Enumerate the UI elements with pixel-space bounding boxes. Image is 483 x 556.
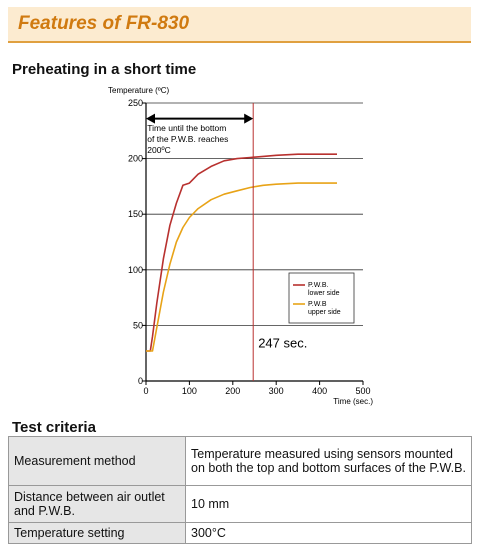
criteria-label: Measurement method <box>8 436 186 486</box>
annotation-text: Time until the bottom <box>147 123 226 133</box>
y-tick-label: 250 <box>128 98 143 108</box>
annotation-text: 200ºC <box>147 145 170 155</box>
x-tick-label: 500 <box>355 386 370 396</box>
series-line <box>146 182 337 352</box>
series-line <box>146 153 337 352</box>
temperature-chart: 0 50 100 150 200 250 0 100 200 300 400 500 Temperatu… <box>108 86 373 406</box>
criteria-section-title: Test criteria <box>12 419 96 436</box>
arrow-head-left <box>146 113 155 124</box>
marker-label: 247 sec. <box>258 336 307 351</box>
table-row: Temperature setting 300°C <box>8 522 472 544</box>
criteria-value: 300°C <box>185 522 472 544</box>
annotation-text: of the P.W.B. reaches <box>147 134 228 144</box>
table-row: Distance between air outlet and P.W.B. 1… <box>8 485 472 523</box>
legend-label: P.W.B <box>308 301 327 308</box>
x-tick-label: 300 <box>269 386 284 396</box>
legend-box <box>288 272 355 324</box>
page-title: Features of FR-830 <box>18 13 190 34</box>
x-axis-label: Time (sec.) <box>333 397 373 406</box>
y-axis-label: Temperature (ºC) <box>108 86 169 95</box>
legend-label: lower side <box>308 290 340 297</box>
criteria-label: Temperature setting <box>8 522 186 544</box>
x-tick-label: 0 <box>143 386 148 396</box>
criteria-table: Measurement method Temperature measured … <box>8 436 472 544</box>
y-tick-label: 100 <box>128 265 143 275</box>
legend-label: upper side <box>308 309 341 316</box>
criteria-value: 10 mm <box>185 485 472 523</box>
feature-banner: Features of FR-830 <box>8 7 471 43</box>
y-tick-label: 0 <box>138 376 143 386</box>
x-tick-label: 200 <box>225 386 240 396</box>
x-tick-label: 100 <box>182 386 197 396</box>
criteria-value: Temperature measured using sensors mount… <box>185 436 472 486</box>
arrow-head-right <box>244 113 254 124</box>
y-tick-label: 200 <box>128 154 143 164</box>
y-tick-label: 150 <box>128 209 143 219</box>
table-row: Measurement method Temperature measured … <box>8 436 472 486</box>
chart-section-title: Preheating in a short time <box>12 61 197 78</box>
x-tick-label: 400 <box>312 386 327 396</box>
legend-label: P.W.B. <box>308 282 329 289</box>
y-tick-label: 50 <box>133 320 143 330</box>
criteria-label: Distance between air outlet and P.W.B. <box>8 485 186 523</box>
